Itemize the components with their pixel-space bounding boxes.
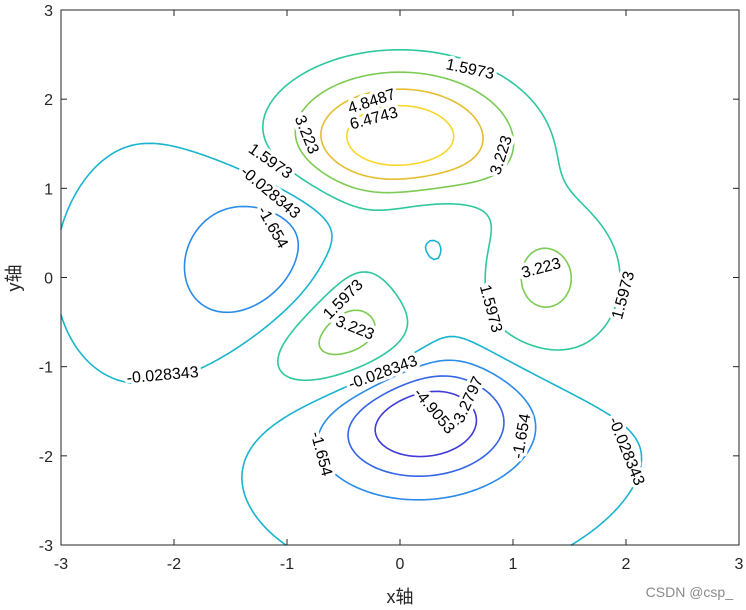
contour-label: -0.028343 [346, 353, 420, 394]
contour-label: 3.223 [333, 313, 377, 344]
contour-line [294, 71, 573, 356]
contour-label: 1.5973 [609, 269, 638, 321]
y-tick-label: 1 [44, 181, 53, 198]
x-tick-label: 1 [509, 556, 518, 573]
x-axis-label: x轴 [387, 587, 414, 607]
y-tick-label: -1 [39, 360, 53, 377]
contour-line [320, 88, 484, 180]
contour-line [183, 205, 537, 501]
contour-label: -0.028343 [126, 364, 199, 387]
x-tick-label: -2 [167, 556, 181, 573]
axis-ticks: -3 -2 -1 0 1 2 3 -3 -2 -1 0 1 2 3 [39, 3, 744, 573]
x-tick-label: 3 [735, 556, 744, 573]
contour-labels: 1.59731.59734.84874.84876.47436.47433.22… [123, 53, 651, 492]
contour-label: 1.5973 [444, 56, 496, 83]
x-tick-label: 0 [396, 556, 405, 573]
y-tick-label: -3 [39, 538, 53, 555]
contour-line [262, 48, 621, 382]
contour-label: -1.654 [510, 412, 535, 460]
x-tick-label: 2 [622, 556, 631, 573]
contour-label: 1.5973 [476, 283, 505, 335]
watermark: CSDN @csp_ [646, 584, 734, 600]
contour-line [347, 375, 505, 478]
contour-line [60, 142, 643, 546]
y-tick-label: 3 [44, 3, 53, 20]
y-tick-label: -2 [39, 449, 53, 466]
contour-line [374, 390, 478, 458]
contour-lines [60, 48, 643, 546]
y-tick-label: 0 [44, 271, 53, 288]
x-tick-label: -1 [280, 556, 294, 573]
y-tick-label: 2 [44, 92, 53, 109]
y-axis-label: y轴 [4, 265, 24, 292]
x-tick-label: -3 [54, 556, 68, 573]
contour-line [345, 104, 455, 167]
contour-label: -1.654 [307, 430, 335, 478]
